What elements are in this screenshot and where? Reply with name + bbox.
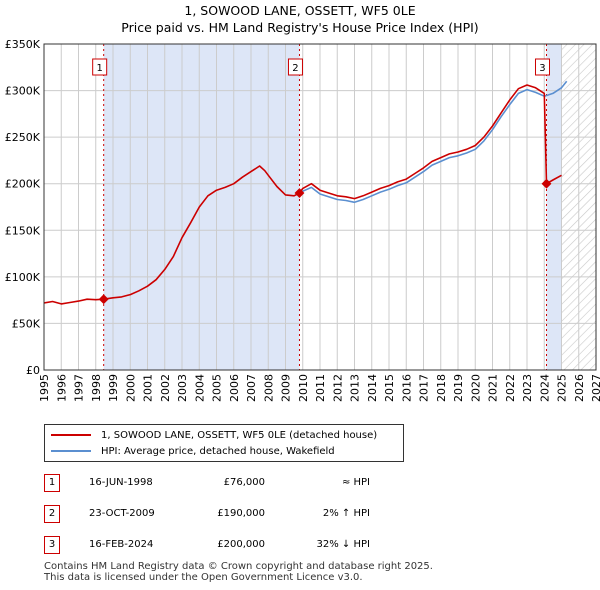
sale-date: 16-FEB-2024: [89, 539, 154, 550]
gridlines: [43, 43, 597, 371]
legend-item-hpi: HPI: Average price, detached house, Wake…: [51, 444, 335, 458]
x-tick-label: 2000: [124, 374, 137, 402]
sale-date: 16-JUN-1998: [89, 477, 153, 488]
x-tick-label: 2020: [469, 374, 482, 402]
sale-price: £76,000: [223, 477, 265, 488]
plot-frame: [43, 43, 597, 371]
legend: 1, SOWOOD LANE, OSSETT, WF5 0LE (detache…: [44, 424, 404, 462]
chart-title: 1, SOWOOD LANE, OSSETT, WF5 0LE Price pa…: [0, 2, 600, 36]
shaded-region-2: [546, 44, 562, 370]
sale-hpi-compare: 32% ↓ HPI: [316, 539, 370, 550]
sale-row-2: 2 23-OCT-2009 £190,000 2% ↑ HPI: [0, 505, 600, 525]
x-tick-label: 2013: [349, 374, 362, 402]
sale-label-box-3: [534, 58, 550, 76]
sale-label-2: 2: [292, 63, 298, 74]
x-tick-label: 2021: [487, 374, 500, 402]
x-tick-label: 2009: [280, 374, 293, 402]
footer: Contains HM Land Registry data © Crown c…: [44, 561, 433, 583]
sale-marker-2: [294, 188, 305, 198]
legend-swatch-hpi: [51, 450, 91, 452]
sale-vlines: [103, 44, 547, 370]
y-tick-label: £150K: [5, 224, 41, 237]
x-tick-label: 1995: [38, 374, 51, 402]
y-tick-label: £50K: [12, 317, 41, 330]
shaded-region-1: [103, 44, 300, 370]
sale-label-3: 3: [539, 63, 545, 74]
x-tick-label: 2016: [400, 374, 413, 402]
y-tick-label: £100K: [5, 271, 41, 284]
sale-hpi-compare: 2% ↑ HPI: [322, 508, 370, 519]
y-tick-label: £350K: [5, 38, 41, 51]
x-tick-label: 2025: [556, 374, 569, 402]
x-tick-label: 2002: [159, 374, 172, 402]
x-tick-label: 2022: [504, 374, 517, 402]
legend-label-sales: 1, SOWOOD LANE, OSSETT, WF5 0LE (detache…: [101, 429, 378, 441]
x-tick-label: 2019: [452, 374, 465, 402]
y-tick-label: £0: [26, 364, 40, 377]
footer-license: This data is licensed under the Open Gov…: [44, 572, 363, 583]
x-tick-label: 2023: [521, 374, 534, 402]
x-tick-label: 1997: [73, 374, 86, 402]
sale-hpi-compare: ≈ HPI: [341, 477, 370, 488]
x-tick-label: 2018: [435, 374, 448, 402]
x-tick-label: 2006: [228, 374, 241, 402]
legend-swatch-sales: [51, 434, 91, 436]
x-tick-label: 1996: [55, 374, 68, 402]
hpi-line: [298, 80, 568, 204]
sale-label-box-2: [287, 58, 303, 76]
shaded-periods: [103, 44, 596, 370]
sale-markers: 1 2 3: [92, 58, 552, 305]
x-tick-label: 2008: [262, 374, 275, 402]
x-tick-label: 2007: [245, 374, 258, 402]
x-tick-label: 2012: [331, 374, 344, 402]
x-tick-label: 2015: [383, 374, 396, 402]
sale-marker-3: [541, 178, 552, 189]
sale-date: 23-OCT-2009: [89, 508, 155, 519]
y-axis: £0 £50K £100K £150K £200K £250K £300K £350K: [5, 38, 41, 377]
x-tick-label: 2010: [297, 374, 310, 402]
legend-label-hpi: HPI: Average price, detached house, Wake…: [101, 445, 335, 457]
y-tick-label: £200K: [5, 178, 41, 191]
chart-subtitle: Price paid vs. HM Land Registry's House …: [121, 20, 479, 35]
y-tick-label: £250K: [5, 131, 41, 144]
x-tick-label: 2011: [314, 374, 327, 402]
x-tick-label: 1998: [90, 374, 103, 402]
chart-title-line: 1, SOWOOD LANE, OSSETT, WF5 0LE: [184, 3, 416, 18]
x-tick-label: 2024: [538, 374, 551, 402]
x-tick-label: 2026: [573, 374, 586, 402]
sale-price: £190,000: [217, 508, 265, 519]
sale-badge: 1: [44, 474, 60, 492]
x-tick-label: 2003: [176, 374, 189, 402]
legend-item-sales: 1, SOWOOD LANE, OSSETT, WF5 0LE (detache…: [51, 428, 377, 442]
x-tick-label: 1999: [107, 374, 120, 402]
y-tick-label: £300K: [5, 85, 41, 98]
x-tick-label: 2027: [590, 374, 600, 402]
x-tick-label: 2004: [193, 374, 206, 402]
price-chart: 1 2 3 £0 £50K £100K £150K £200K £250K £300K £350K…: [5, 38, 600, 402]
sale-label-1: 1: [96, 63, 102, 74]
sale-badge: 3: [44, 536, 60, 554]
sale-label-box-1: [92, 58, 108, 76]
x-tick-label: 2014: [366, 374, 379, 402]
x-tick-label: 2001: [142, 374, 155, 402]
x-tick-label: 2005: [211, 374, 224, 402]
footer-copyright: Contains HM Land Registry data © Crown c…: [44, 561, 433, 572]
sale-price: £200,000: [217, 539, 265, 550]
sale-badge: 2: [44, 505, 60, 523]
sale-row-1: 1 16-JUN-1998 £76,000 ≈ HPI: [0, 474, 600, 494]
x-tick-label: 2017: [418, 374, 431, 402]
x-axis: 1995 1996 1997 1998 1999 2000 2001 2002 2003 2004…: [38, 374, 600, 402]
sale-row-3: 3 16-FEB-2024 £200,000 32% ↓ HPI: [0, 536, 600, 556]
